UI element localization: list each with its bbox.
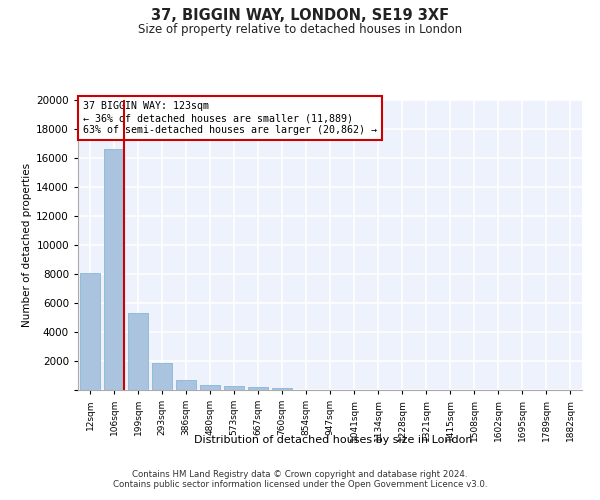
Text: Contains public sector information licensed under the Open Government Licence v3: Contains public sector information licen… (113, 480, 487, 489)
Text: Distribution of detached houses by size in London: Distribution of detached houses by size … (194, 435, 472, 445)
Bar (176, 380, 196, 390)
Bar (80, 272, 100, 390)
Bar (272, 388, 292, 390)
Text: 37, BIGGIN WAY, LONDON, SE19 3XF: 37, BIGGIN WAY, LONDON, SE19 3XF (151, 8, 449, 22)
Bar (104, 150, 124, 390)
Bar (152, 363, 172, 390)
Bar (248, 387, 268, 390)
Bar (224, 386, 244, 390)
Bar (128, 313, 148, 390)
Text: Contains HM Land Registry data © Crown copyright and database right 2024.: Contains HM Land Registry data © Crown c… (132, 470, 468, 479)
Bar (200, 385, 220, 390)
Text: Size of property relative to detached houses in London: Size of property relative to detached ho… (138, 22, 462, 36)
Y-axis label: Number of detached properties: Number of detached properties (22, 163, 32, 327)
Text: 37 BIGGIN WAY: 123sqm
← 36% of detached houses are smaller (11,889)
63% of semi-: 37 BIGGIN WAY: 123sqm ← 36% of detached … (83, 102, 377, 134)
